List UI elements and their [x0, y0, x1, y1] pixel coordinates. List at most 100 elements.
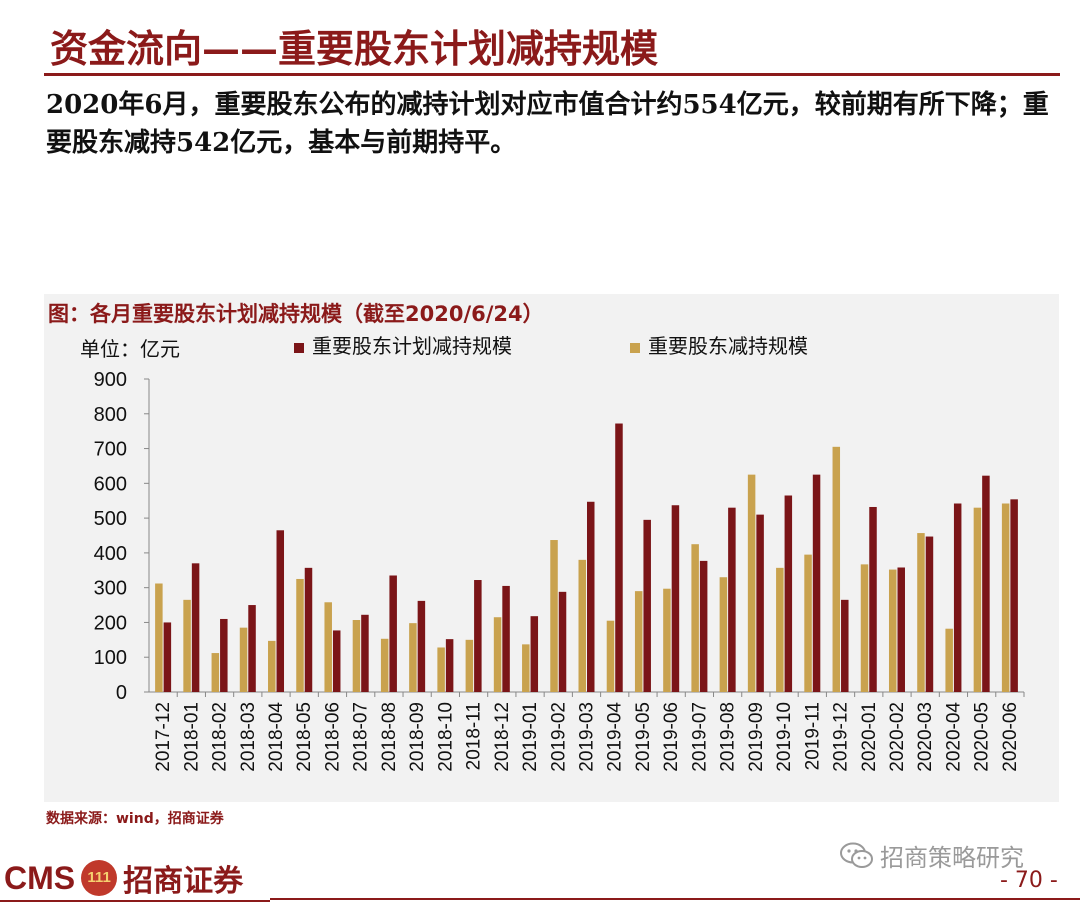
x-tick-label: 2020-03 [915, 702, 936, 772]
x-tick-label: 2020-02 [887, 702, 908, 772]
bar-plan [445, 639, 454, 692]
bar-plan [897, 567, 905, 692]
bar-actual [888, 569, 897, 692]
x-tick-label: 2019-03 [577, 702, 598, 772]
x-tick-label: 2019-12 [831, 702, 852, 772]
x-tick-label: 2018-08 [379, 702, 400, 772]
x-tick-label: 2018-03 [238, 702, 259, 772]
unit-label: 单位：亿元 [80, 337, 180, 361]
bar-actual [409, 623, 417, 692]
x-tick-label: 2018-09 [407, 702, 428, 772]
bar-plan [361, 614, 369, 692]
bar-plan [756, 514, 764, 692]
bar-plan [502, 585, 510, 692]
x-tick-label: 2017-12 [153, 702, 174, 772]
x-tick-label: 2020-01 [859, 702, 880, 772]
x-tick-label: 2019-06 [661, 702, 682, 772]
chart-title: 图：各月重要股东计划减持规模（截至2020/6/24） [48, 302, 544, 326]
bar-plan [699, 560, 708, 692]
x-tick-label: 2019-11 [802, 702, 823, 770]
x-tick-label: 2020-04 [943, 702, 964, 772]
bar-plan [389, 575, 397, 692]
y-tick-label: 900 [94, 369, 127, 391]
bar-plan [587, 501, 595, 692]
bar-actual [493, 617, 502, 692]
x-tick-label: 2019-08 [718, 702, 739, 772]
bar-plan [982, 475, 990, 692]
bar-plan [643, 519, 651, 692]
x-tick-label: 2018-02 [210, 702, 231, 772]
bar-chart: 0 100 200 300 400 500 600 700 800 900 2017-12 2018-… [94, 369, 1025, 772]
logo-underline [0, 900, 270, 902]
x-tick-label: 2019-04 [605, 702, 626, 772]
bar-actual [437, 647, 445, 692]
bar-plan [671, 505, 680, 692]
legend-item-actual: 重要股东减持规模 [630, 333, 808, 359]
y-tick-label: 600 [94, 473, 127, 495]
x-tick-label: 2019-10 [774, 702, 795, 772]
bar-plan [784, 495, 793, 692]
x-tick-label: 2018-05 [294, 702, 315, 772]
bar-plan [728, 507, 736, 692]
bar-plan [474, 580, 482, 692]
legend-label-actual: 重要股东减持规模 [648, 334, 808, 358]
x-tick-label: 2018-12 [492, 702, 513, 772]
bar-plan [332, 630, 341, 692]
bar-actual [917, 533, 925, 692]
y-tick-label: 700 [94, 439, 127, 461]
bar-actual [747, 474, 756, 692]
title-divider [44, 73, 1060, 76]
brand-logo: CMS 111 招商证券 [4, 856, 243, 900]
x-tick-label: 2018-07 [351, 702, 372, 772]
x-tick-label: 2018-10 [435, 702, 456, 772]
bar-actual [945, 628, 953, 692]
page-title: 资金流向——重要股东计划减持规模 [50, 26, 659, 71]
bar-actual [663, 588, 671, 692]
legend-swatch-plan [294, 342, 304, 353]
page-number: - 70 - [1000, 868, 1058, 893]
bar-actual [634, 591, 643, 692]
x-tick-label: 2020-05 [972, 702, 993, 772]
x-tick-label: 2019-02 [548, 702, 569, 772]
x-tick-label: 2019-05 [633, 702, 654, 772]
bar-actual [155, 583, 163, 692]
x-tick-label: 2019-09 [746, 702, 767, 772]
bar-plan [558, 591, 567, 692]
summary-text: 2020年6月，重要股东公布的减持计划对应市值合计约554亿元，较前期有所下降；… [46, 90, 1049, 158]
bar-plan [953, 503, 962, 692]
bar-plan [248, 605, 256, 692]
bar-plan [417, 600, 426, 692]
watermark-text: 招商策略研究 [880, 844, 1024, 872]
bar-plan [276, 530, 285, 692]
bar-plan [925, 536, 934, 692]
bar-actual [1001, 503, 1010, 692]
bar-plan [869, 506, 877, 692]
x-tick-label: 2018-06 [322, 702, 343, 772]
bar-actual [973, 507, 982, 692]
legend-item-plan: 重要股东计划减持规模 [294, 333, 512, 359]
x-tick-label: 2018-04 [266, 702, 287, 772]
bar-actual [352, 620, 361, 692]
y-tick-label: 800 [94, 404, 127, 426]
wechat-icon [840, 842, 873, 868]
x-tick-label: 2018-01 [181, 702, 202, 772]
bar-plan [191, 563, 200, 692]
logo-cn-text: 招商证券 [123, 864, 244, 899]
bar-plan [163, 622, 172, 692]
bar-actual [606, 620, 615, 692]
x-tick-label: 2019-07 [689, 702, 710, 772]
x-tick-label: 2019-01 [520, 702, 541, 772]
bar-actual [776, 567, 784, 692]
bar-plan [1010, 499, 1018, 692]
y-tick-label: 400 [94, 543, 127, 565]
y-tick-label: 500 [94, 508, 127, 530]
bar-plan [841, 599, 849, 692]
x-tick-label: 2020-06 [1000, 702, 1021, 772]
logo-cms-text: CMS [4, 859, 76, 896]
bar-actual [239, 627, 248, 692]
bar-actual [691, 544, 699, 692]
bar-actual [268, 640, 276, 692]
bar-actual [832, 446, 841, 692]
bar-plan [812, 474, 821, 692]
bar-plan [220, 618, 228, 692]
